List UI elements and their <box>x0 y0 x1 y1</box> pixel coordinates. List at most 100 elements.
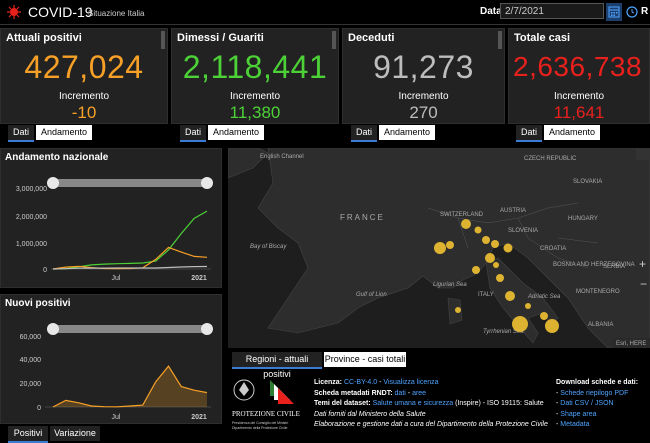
region-bubble[interactable] <box>474 226 482 234</box>
card-increment-value: 270 <box>409 103 438 122</box>
card-scrollbar[interactable] <box>161 31 165 49</box>
logo-subtext: Dipartimento della Protezione Civile <box>232 426 287 430</box>
y-tick-label: 2,000,000 <box>16 214 47 221</box>
chart-title: Nuovi positivi <box>5 298 71 309</box>
tab-andamento[interactable]: Andamento <box>208 125 264 140</box>
tab-positivi[interactable]: Positivi <box>8 426 48 443</box>
region-bubble[interactable] <box>525 303 531 309</box>
range-slider-handle-left[interactable] <box>47 323 59 335</box>
region-bubble[interactable] <box>512 316 528 332</box>
map-label-ligurian-sea: Ligurian Sea <box>433 282 467 288</box>
y-tick-label: 3,000,000 <box>16 186 47 193</box>
download-pdf-link[interactable]: Schede riepilogo PDF <box>560 389 629 397</box>
scheda-dati-link[interactable]: dati <box>394 389 406 397</box>
temi-link[interactable]: Salute umana e sicurezza <box>372 400 454 407</box>
region-bubble[interactable] <box>493 262 499 268</box>
tab-dati[interactable]: Dati <box>8 125 34 142</box>
tab-province[interactable]: Province - casi totali <box>324 352 406 367</box>
region-bubble[interactable] <box>461 219 471 229</box>
tab-variazione[interactable]: Variazione <box>50 426 100 441</box>
y-tick-label: 40,000 <box>20 357 42 364</box>
scheda-label: Scheda metadati RNDT: <box>314 389 393 397</box>
licenza-link[interactable]: CC-BY-4.0 <box>343 379 378 386</box>
map-label-serbia: SERBIA <box>603 264 625 270</box>
card-scrollbar[interactable] <box>498 31 502 49</box>
map-label-montenegro: MONTENEGRO <box>576 289 620 295</box>
zoom-out-icon[interactable]: − <box>640 277 647 291</box>
chart-title: Andamento nazionale <box>5 152 109 163</box>
region-bubble[interactable] <box>485 253 495 263</box>
r-label: R <box>641 6 649 17</box>
region-bubble[interactable] <box>455 307 461 313</box>
zoom-in-icon[interactable]: + <box>639 257 646 271</box>
zoom-controls[interactable]: + − <box>636 148 650 291</box>
region-bubble[interactable] <box>540 312 548 320</box>
app-subtitle: Situazione Italia <box>88 9 145 18</box>
range-slider-handle-right[interactable] <box>201 177 213 189</box>
region-bubble[interactable] <box>545 319 559 333</box>
map-label-albania: ALBANIA <box>588 322 613 328</box>
download-metadata-link[interactable]: Metadata <box>560 421 590 428</box>
series-line-2 <box>52 265 208 270</box>
tab-regioni[interactable]: Regioni - attuali positivi <box>232 352 322 379</box>
card-value: 91,273 <box>373 49 474 85</box>
map-label-gulf-of-lion: Gulf of Lion <box>356 292 387 298</box>
map-view[interactable]: English Channel FRANCE SWITZERLAND AUSTR… <box>228 148 650 348</box>
y-tick-label: 20,000 <box>20 381 42 388</box>
region-bubble[interactable] <box>491 240 499 248</box>
chart-positivi-svg[interactable]: 60,000 40,000 20,000 0 Jul 2021 <box>1 311 221 423</box>
card-increment-label: Incremento <box>398 91 449 102</box>
tab-andamento[interactable]: Andamento <box>379 125 435 140</box>
card-title: Totale casi <box>514 32 571 44</box>
region-bubble[interactable] <box>472 266 480 274</box>
region-bubble[interactable] <box>503 243 513 253</box>
tab-andamento[interactable]: Andamento <box>36 125 92 140</box>
map-attribution: Esri, HERE <box>616 341 646 347</box>
x-tick-label: Jul <box>112 275 121 282</box>
tab-dati[interactable]: Dati <box>180 125 206 142</box>
download-shape-link[interactable]: Shape area <box>560 410 597 418</box>
card-value: 427,024 <box>24 49 144 85</box>
range-slider-track[interactable] <box>53 325 207 333</box>
map-svg[interactable]: English Channel FRANCE SWITZERLAND AUSTR… <box>228 148 650 348</box>
region-bubble[interactable] <box>434 242 446 254</box>
clock-icon[interactable] <box>625 3 639 21</box>
date-input[interactable]: 2/7/2021 <box>500 3 604 19</box>
region-bubble[interactable] <box>446 241 454 249</box>
tab-andamento[interactable]: Andamento <box>544 125 600 140</box>
region-bubble[interactable] <box>482 236 490 244</box>
map-home-button[interactable] <box>636 148 650 160</box>
chart-andamento-svg[interactable]: 3,000,000 2,000,000 1,000,000 0 Jul 2021 <box>1 167 221 287</box>
y-tick-label: 1,000,000 <box>16 241 47 248</box>
card-attuali-positivi: Attuali positivi 427,024 Incremento -10 <box>0 28 168 124</box>
chart-tabs: Positivi Variazione <box>8 426 128 443</box>
tab-dati[interactable]: Dati <box>516 125 542 142</box>
scheda-aree-link[interactable]: aree <box>412 389 427 397</box>
region-bubble[interactable] <box>505 291 515 301</box>
range-slider-track[interactable] <box>53 179 207 187</box>
tab-dati[interactable]: Dati <box>351 125 377 142</box>
region-bubble[interactable] <box>496 274 504 282</box>
temi-rest: (Inspire) - ISO 19115: Salute <box>453 400 544 407</box>
x-tick-label: Jul <box>112 414 121 421</box>
download-csv-link[interactable]: Dati CSV / JSON <box>560 400 614 407</box>
y-tick-label: 0 <box>43 267 47 274</box>
card-tabs-2: Dati Andamento <box>180 125 300 142</box>
y-tick-label: 60,000 <box>20 334 42 341</box>
card-tabs-4: Dati Andamento <box>516 125 636 142</box>
range-slider-handle-right[interactable] <box>201 323 213 335</box>
map-label-czech: CZECH REPUBLIC <box>524 156 577 162</box>
chart-andamento-nazionale: Andamento nazionale 3,000,000 2,000,000 … <box>0 148 222 288</box>
card-title: Deceduti <box>348 32 395 44</box>
range-slider-handle-left[interactable] <box>47 177 59 189</box>
map-label-adriatic-sea: Adriatic Sea <box>527 294 561 300</box>
card-increment-label: Incremento <box>553 91 605 102</box>
card-scrollbar[interactable] <box>332 31 336 49</box>
series-area <box>53 366 207 407</box>
card-title: Attuali positivi <box>6 32 82 44</box>
series-line <box>52 365 208 408</box>
calendar-icon[interactable] <box>606 3 622 21</box>
footer-info: Licenza: CC-BY-4.0 - Visualizza licenza … <box>314 378 552 431</box>
region-bubbles[interactable] <box>434 219 559 333</box>
visualizza-licenza-link[interactable]: Visualizza licenza <box>383 379 439 386</box>
